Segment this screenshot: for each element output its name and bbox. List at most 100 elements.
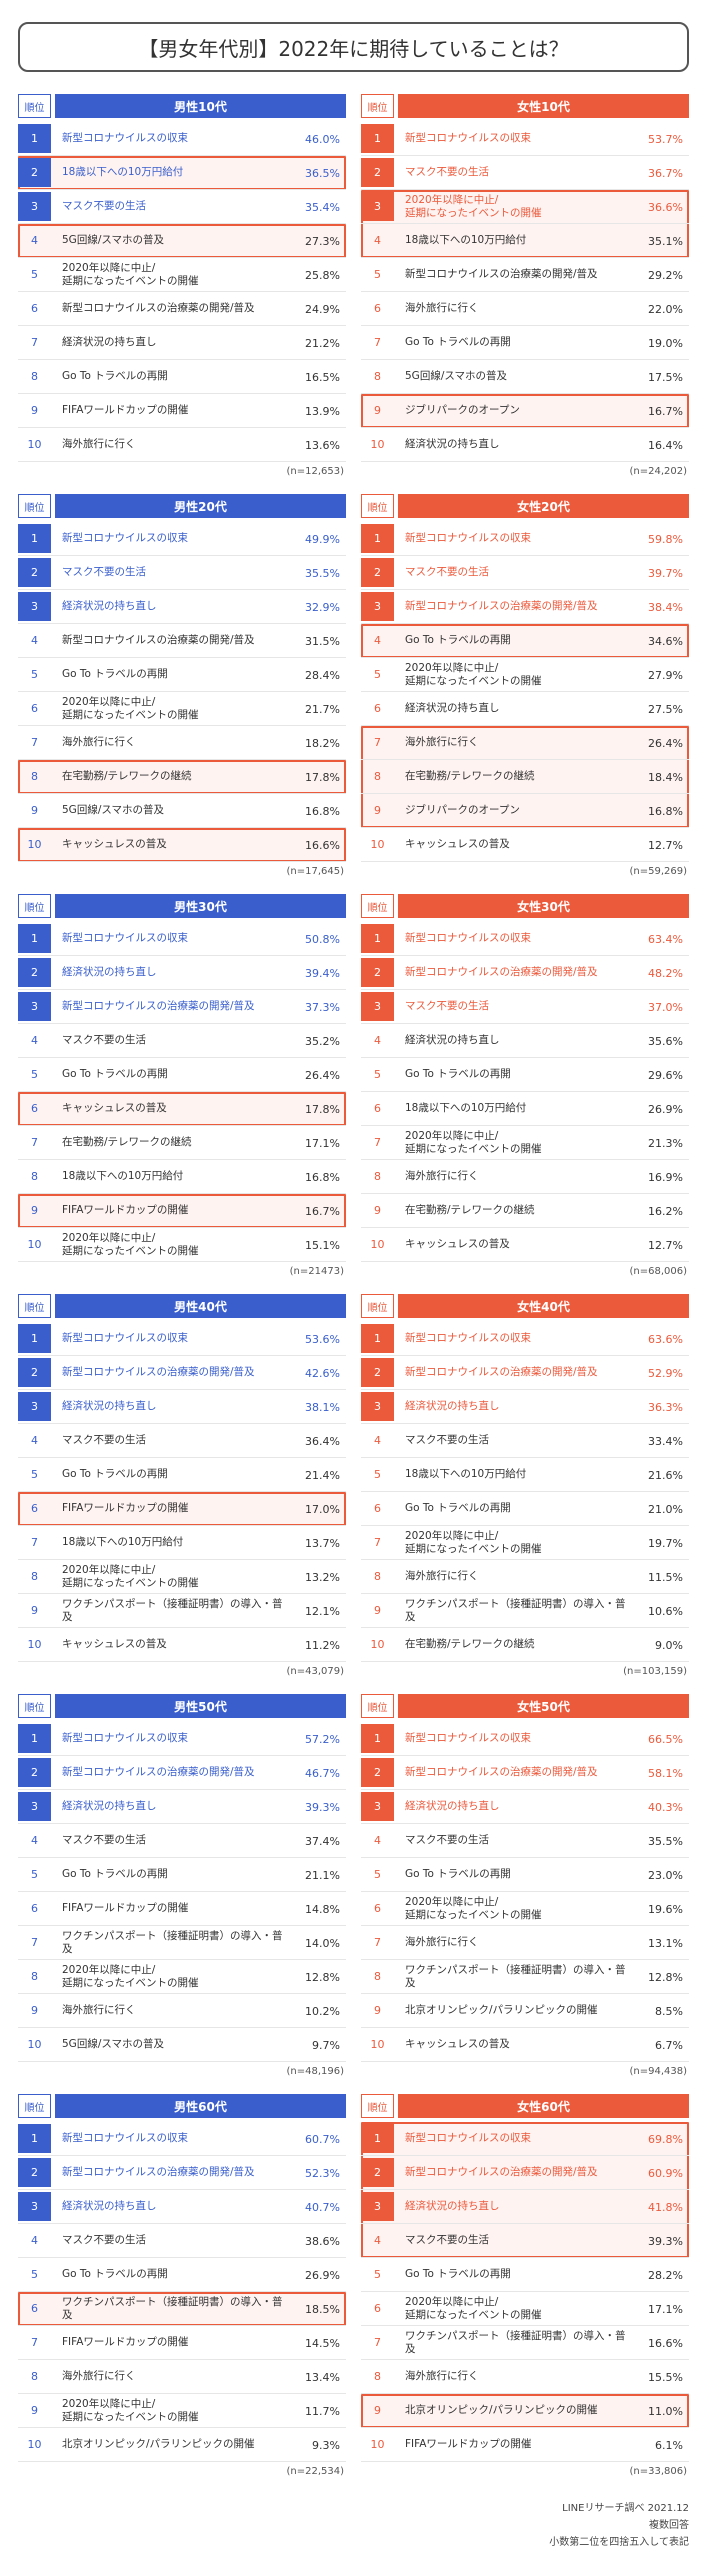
ranking-row: 3 経済状況の持ち直し 40.7% — [18, 2190, 346, 2224]
rank-number: 5 — [374, 2268, 381, 2281]
item-label: 5G回線/スマホの普及 — [62, 804, 165, 817]
item-percentage: 42.6% — [305, 1366, 340, 1380]
ranking-section: 順位 男性10代 1 新型コロナウイルスの収束 46.0% 2 18歳以下への10万円給付 3… — [18, 94, 689, 477]
rank-number: 2 — [18, 2158, 51, 2187]
rank-header-label: 順位 — [18, 894, 51, 918]
item-label: キャッシュレスの普及 — [405, 1238, 510, 1251]
ranking-row: 8 5G回線/スマホの普及 17.5% — [361, 360, 689, 394]
item-label: FIFAワールドカップの開催 — [62, 404, 189, 417]
sample-size-note: (n=12,653) — [286, 466, 344, 477]
rank-number: 10 — [27, 438, 42, 451]
ranking-row: 7 FIFAワールドカップの開催 14.5% — [18, 2326, 346, 2360]
rank-header-label: 順位 — [18, 1294, 51, 1318]
sample-size-note: (n=17,645) — [286, 866, 344, 877]
item-label: マスク不要の生活 — [405, 1434, 489, 1447]
rank-number: 7 — [31, 2336, 38, 2349]
item-percentage: 50.8% — [305, 932, 340, 946]
rank-number: 9 — [374, 804, 381, 817]
sample-size-note: (n=22,534) — [286, 2466, 344, 2477]
ranking-row: 7 海外旅行に行く 18.2% — [18, 726, 346, 760]
item-label: 経済状況の持ち直し — [405, 1400, 500, 1413]
rank-number: 6 — [374, 2302, 381, 2315]
item-percentage: 28.2% — [648, 2268, 683, 2282]
item-label: マスク不要の生活 — [62, 1034, 146, 1047]
item-percentage: 12.7% — [648, 1238, 683, 1252]
ranking-row: 9 ワクチンパスポート（接種証明書）の導入・普及 12.1% — [18, 1594, 346, 1628]
rank-number: 10 — [27, 1638, 42, 1651]
rank-number: 10 — [370, 1638, 385, 1651]
item-percentage: 38.4% — [648, 600, 683, 614]
item-label: ワクチンパスポート（接種証明書）の導入・普及 — [405, 2329, 626, 2355]
item-label: FIFAワールドカップの開催 — [405, 2438, 532, 2451]
item-percentage: 40.7% — [305, 2200, 340, 2214]
item-label: 新型コロナウイルスの治療薬の開発/普及 — [405, 2166, 598, 2179]
rank-number: 4 — [374, 234, 381, 247]
column-header: 順位 男性10代 — [18, 94, 346, 118]
rank-number: 2 — [361, 558, 394, 587]
rank-number: 6 — [31, 1502, 38, 1515]
ranking-row: 4 マスク不要の生活 37.4% — [18, 1824, 346, 1858]
item-percentage: 12.8% — [305, 1970, 340, 1984]
male-ranking-column: 順位 男性10代 1 新型コロナウイルスの収束 46.0% 2 18歳以下への10万円給付 3… — [18, 94, 346, 477]
ranking-row: 6 海外旅行に行く 22.0% — [361, 292, 689, 326]
sample-size-note: (n=103,159) — [623, 1666, 687, 1677]
rank-number: 3 — [361, 2192, 394, 2221]
category-header: 女性40代 — [398, 1294, 689, 1318]
category-header: 男性10代 — [55, 94, 346, 118]
item-percentage: 28.4% — [305, 668, 340, 682]
item-percentage: 21.2% — [305, 336, 340, 350]
item-label: 新型コロナウイルスの治療薬の開発/普及 — [62, 1366, 255, 1379]
item-percentage: 35.6% — [648, 1034, 683, 1048]
rank-header-label: 順位 — [18, 1694, 51, 1718]
rank-number: 1 — [18, 2124, 51, 2153]
ranking-row: 1 新型コロナウイルスの収束 46.0% — [18, 122, 346, 156]
ranking-row: 1 新型コロナウイルスの収束 63.6% — [361, 1322, 689, 1356]
item-label: 2020年以降に中止/ 延期になったイベントの開催 — [405, 1129, 542, 1155]
item-percentage: 21.7% — [305, 702, 340, 716]
rank-number: 3 — [18, 2192, 51, 2221]
rank-number: 2 — [361, 1358, 394, 1387]
item-label: 18歳以下への10万円給付 — [405, 1468, 527, 1481]
item-percentage: 11.7% — [305, 2404, 340, 2418]
item-percentage: 17.1% — [648, 2302, 683, 2316]
item-percentage: 35.2% — [305, 1034, 340, 1048]
item-label: キャッシュレスの普及 — [62, 1102, 167, 1115]
ranking-row: 10 キャッシュレスの普及 11.2% — [18, 1628, 346, 1662]
item-label: 海外旅行に行く — [405, 302, 479, 315]
rank-number: 2 — [361, 2158, 394, 2187]
ranking-row: 10 キャッシュレスの普及 12.7% — [361, 828, 689, 862]
rank-number: 1 — [18, 124, 51, 153]
category-header: 女性60代 — [398, 2094, 689, 2118]
rank-number: 4 — [374, 1034, 381, 1047]
item-label: Go To トラベルの再開 — [405, 336, 511, 349]
ranking-row: 9 北京オリンピック/パラリンピックの開催 11.0% — [361, 2394, 689, 2428]
rank-number: 1 — [361, 2124, 394, 2153]
column-header: 順位 女性50代 — [361, 1694, 689, 1718]
sample-size-note: (n=94,438) — [629, 2066, 687, 2077]
ranking-section: 順位 男性40代 1 新型コロナウイルスの収束 53.6% 2 新型コロナウイルスの治療薬の… — [18, 1294, 689, 1677]
category-header: 男性60代 — [55, 2094, 346, 2118]
item-label: 海外旅行に行く — [62, 438, 136, 451]
rank-number: 7 — [374, 1136, 381, 1149]
item-percentage: 46.0% — [305, 132, 340, 146]
item-label: 海外旅行に行く — [405, 2370, 479, 2383]
item-percentage: 14.0% — [305, 1936, 340, 1950]
item-label: 2020年以降に中止/ 延期になったイベントの開催 — [405, 2295, 542, 2321]
item-label: 新型コロナウイルスの治療薬の開発/普及 — [405, 1366, 598, 1379]
item-percentage: 38.1% — [305, 1400, 340, 1414]
ranking-row: 1 新型コロナウイルスの収束 66.5% — [361, 1722, 689, 1756]
item-percentage: 52.3% — [305, 2166, 340, 2180]
item-label: 海外旅行に行く — [405, 1936, 479, 1949]
rank-number: 1 — [18, 1324, 51, 1353]
item-percentage: 25.8% — [305, 268, 340, 282]
item-percentage: 9.7% — [312, 2038, 340, 2052]
column-header: 順位 女性40代 — [361, 1294, 689, 1318]
rank-number: 5 — [31, 1068, 38, 1081]
item-percentage: 41.8% — [648, 2200, 683, 2214]
item-label: Go To トラベルの再開 — [62, 2268, 168, 2281]
ranking-row: 1 新型コロナウイルスの収束 53.6% — [18, 1322, 346, 1356]
item-label: 2020年以降に中止/ 延期になったイベントの開催 — [405, 1529, 542, 1555]
rank-number: 10 — [370, 2438, 385, 2451]
rank-number: 5 — [31, 668, 38, 681]
item-percentage: 27.9% — [648, 668, 683, 682]
